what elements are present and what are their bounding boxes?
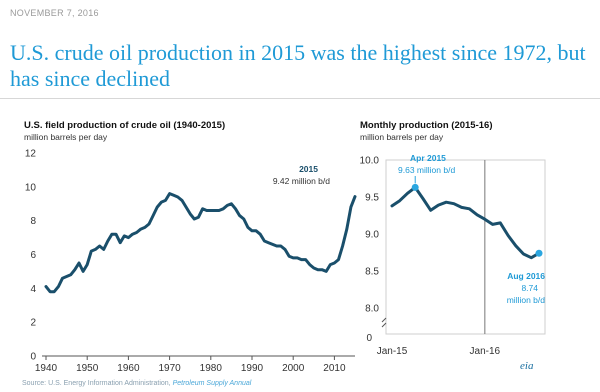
monthly-y-tick-label: 9.5 [365,193,379,204]
annual-y-tick-label: 0 [30,352,36,363]
monthly-y-tick-label: 10.0 [360,156,380,167]
source-prefix: Source: U.S. Energy Information Administ… [22,380,171,387]
annual-x-ticks: 1940 1950 1960 1970 1980 1990 2000 2010 [35,356,346,374]
monthly-x-tick-label: Jan-15 [377,346,408,357]
latest-annotation-value: 8.74 [521,283,538,293]
monthly-chart: Monthly production (2015-16) million bar… [360,120,546,357]
eia-logo: eia [520,360,534,372]
annual-y-tick-label: 10 [25,182,37,193]
annual-y-ticks: 0 2 4 6 8 10 12 [25,149,37,363]
monthly-chart-ylabel: million barrels per day [360,132,444,142]
monthly-y-tick-label: 9.0 [365,230,379,241]
axis-break-mark [381,317,387,328]
latest-marker [535,249,543,257]
annual-chart-title: U.S. field production of crude oil (1940… [24,120,225,131]
annual-x-tick-label: 2000 [282,363,305,374]
peak-marker [411,183,419,191]
annual-x-tick-label: 2010 [323,363,346,374]
annual-production-line [44,192,357,294]
publication-date: NOVEMBER 7, 2016 [10,8,99,18]
monthly-chart-title: Monthly production (2015-16) [360,120,492,131]
annual-annotation-label: 2015 [299,164,318,174]
source-publication: Petroleum Supply Annual [172,380,252,387]
annual-y-tick-label: 6 [30,250,36,261]
peak-annotation-label: Apr 2015 [410,153,446,163]
monthly-x-tick-label: Jan-16 [470,346,501,357]
annual-chart: U.S. field production of crude oil (1940… [24,120,357,374]
annual-y-tick-label: 12 [25,149,37,160]
header-divider [0,98,600,99]
annual-x-tick-label: 1980 [200,363,223,374]
annual-x-tick-label: 1960 [117,363,140,374]
annual-annotation-value: 9.42 million b/d [273,176,330,186]
annual-x-tick-label: 1990 [241,363,264,374]
annual-y-tick-label: 4 [30,284,36,295]
monthly-y-break-label: 0 [366,333,372,344]
annual-chart-ylabel: million barrels per day [24,132,108,142]
annual-y-tick-label: 2 [30,318,36,329]
monthly-y-tick-label: 8.5 [365,267,379,278]
peak-annotation-value: 9.63 million b/d [398,165,455,175]
headline: U.S. crude oil production in 2015 was th… [10,40,586,91]
annual-x-tick-label: 1950 [76,363,99,374]
monthly-production-line [390,185,541,260]
annual-x-tick-label: 1940 [35,363,58,374]
source-note: Source: U.S. Energy Information Administ… [22,380,251,387]
monthly-y-ticks: 8.0 8.5 9.0 9.5 10.0 [360,156,380,315]
annual-x-tick-label: 1970 [158,363,181,374]
latest-annotation-unit: million b/d [507,295,546,305]
monthly-x-ticks: Jan-15 Jan-16 [377,346,501,357]
monthly-plot-frame [385,159,546,335]
monthly-y-tick-label: 8.0 [365,304,379,315]
latest-annotation-label: Aug 2016 [507,271,545,281]
annual-y-tick-label: 8 [30,216,36,227]
